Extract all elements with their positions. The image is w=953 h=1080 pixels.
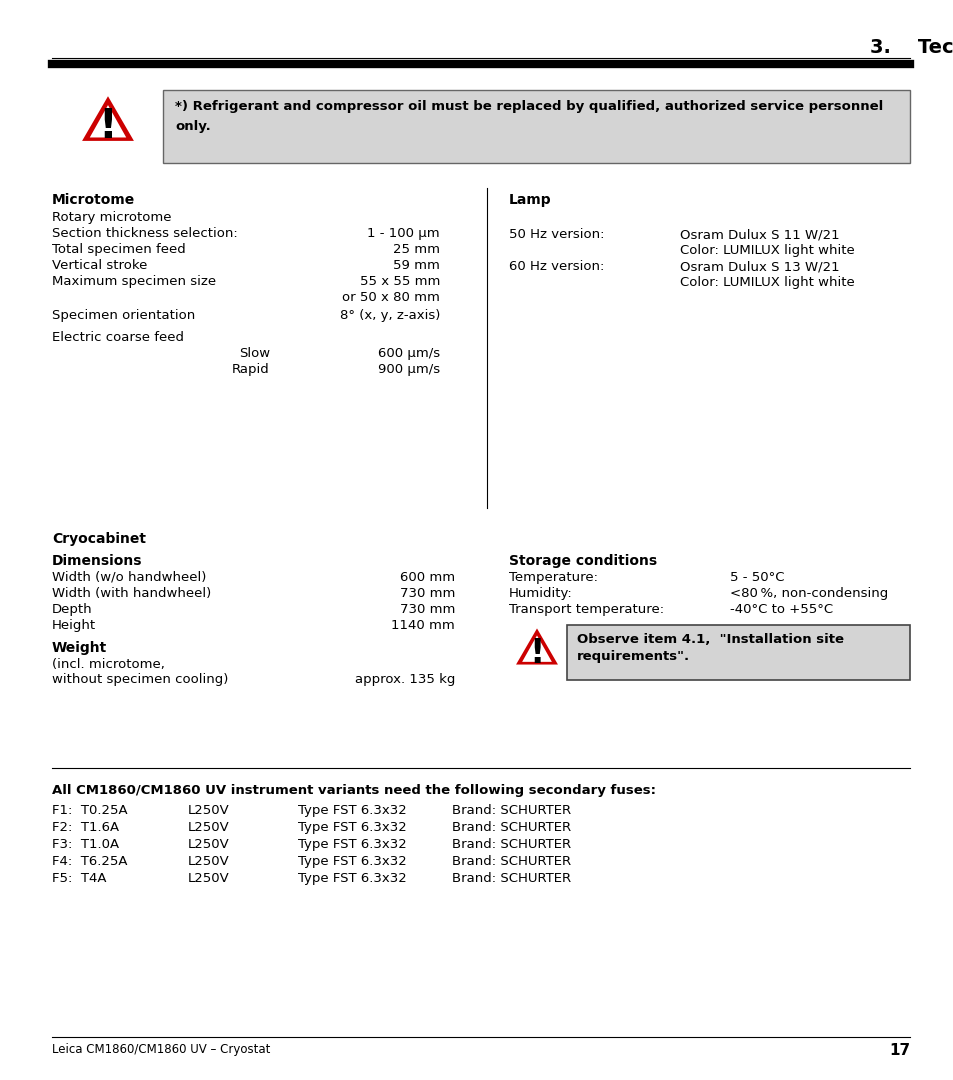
Text: Electric coarse feed: Electric coarse feed <box>52 330 184 345</box>
Text: 17: 17 <box>888 1043 909 1058</box>
FancyBboxPatch shape <box>163 90 909 163</box>
Text: L250V: L250V <box>188 838 230 851</box>
Text: *) Refrigerant and compressor oil must be replaced by qualified, authorized serv: *) Refrigerant and compressor oil must b… <box>174 100 882 113</box>
Text: Osram Dulux S 11 W/21: Osram Dulux S 11 W/21 <box>679 228 839 241</box>
Text: 730 mm: 730 mm <box>399 603 455 616</box>
Text: Rapid: Rapid <box>232 363 270 376</box>
Text: Osram Dulux S 13 W/21: Osram Dulux S 13 W/21 <box>679 260 839 273</box>
Text: F5:  T4A: F5: T4A <box>52 872 107 885</box>
Text: 8° (x, y, z-axis): 8° (x, y, z-axis) <box>339 309 439 322</box>
Text: Total specimen feed: Total specimen feed <box>52 243 186 256</box>
Text: Dimensions: Dimensions <box>52 554 142 568</box>
Text: approx. 135 kg: approx. 135 kg <box>355 673 455 686</box>
Text: 60 Hz version:: 60 Hz version: <box>509 260 604 273</box>
Text: 600 μm/s: 600 μm/s <box>377 347 439 360</box>
Text: Depth: Depth <box>52 603 92 616</box>
Text: 55 x 55 mm: 55 x 55 mm <box>359 275 439 288</box>
Text: Type FST 6.3x32: Type FST 6.3x32 <box>297 821 406 834</box>
Text: Color: LUMILUX light white: Color: LUMILUX light white <box>679 276 854 289</box>
Text: Leica CM1860/CM1860 UV – Cryostat: Leica CM1860/CM1860 UV – Cryostat <box>52 1043 270 1056</box>
Text: 5 - 50°C: 5 - 50°C <box>729 571 783 584</box>
Text: !: ! <box>98 107 117 147</box>
Text: Cryocabinet: Cryocabinet <box>52 532 146 546</box>
Text: Type FST 6.3x32: Type FST 6.3x32 <box>297 804 406 816</box>
Text: Slow: Slow <box>238 347 270 360</box>
Text: Rotary microtome: Rotary microtome <box>52 211 172 224</box>
Text: L250V: L250V <box>188 821 230 834</box>
Text: Vertical stroke: Vertical stroke <box>52 259 147 272</box>
Text: 1 - 100 μm: 1 - 100 μm <box>367 227 439 240</box>
Text: Height: Height <box>52 619 96 632</box>
Text: Type FST 6.3x32: Type FST 6.3x32 <box>297 855 406 868</box>
Text: Brand: SCHURTER: Brand: SCHURTER <box>452 821 571 834</box>
Text: Brand: SCHURTER: Brand: SCHURTER <box>452 855 571 868</box>
Text: 900 μm/s: 900 μm/s <box>377 363 439 376</box>
Text: 730 mm: 730 mm <box>399 588 455 600</box>
Polygon shape <box>85 99 132 139</box>
Text: Brand: SCHURTER: Brand: SCHURTER <box>452 838 571 851</box>
Text: F3:  T1.0A: F3: T1.0A <box>52 838 119 851</box>
Text: <80 %, non-condensing: <80 %, non-condensing <box>729 588 887 600</box>
Text: requirements".: requirements". <box>577 650 689 663</box>
Text: 50 Hz version:: 50 Hz version: <box>509 228 604 241</box>
Polygon shape <box>517 631 556 663</box>
Text: 59 mm: 59 mm <box>393 259 439 272</box>
Text: 1140 mm: 1140 mm <box>391 619 455 632</box>
Text: -40°C to +55°C: -40°C to +55°C <box>729 603 832 616</box>
Text: Humidity:: Humidity: <box>509 588 572 600</box>
FancyBboxPatch shape <box>566 625 909 680</box>
Text: or 50 x 80 mm: or 50 x 80 mm <box>342 291 439 303</box>
Text: Section thickness selection:: Section thickness selection: <box>52 227 237 240</box>
Text: Transport temperature:: Transport temperature: <box>509 603 663 616</box>
Text: L250V: L250V <box>188 855 230 868</box>
Text: All CM1860/CM1860 UV instrument variants need the following secondary fuses:: All CM1860/CM1860 UV instrument variants… <box>52 784 656 797</box>
Text: Lamp: Lamp <box>509 193 551 207</box>
Text: Observe item 4.1,  "Installation site: Observe item 4.1, "Installation site <box>577 633 843 646</box>
Text: Color: LUMILUX light white: Color: LUMILUX light white <box>679 244 854 257</box>
Text: without specimen cooling): without specimen cooling) <box>52 673 228 686</box>
Text: 25 mm: 25 mm <box>393 243 439 256</box>
Text: F2:  T1.6A: F2: T1.6A <box>52 821 119 834</box>
Text: Brand: SCHURTER: Brand: SCHURTER <box>452 804 571 816</box>
Polygon shape <box>90 105 126 137</box>
Text: Microtome: Microtome <box>52 193 135 207</box>
Text: Weight: Weight <box>52 642 107 654</box>
Text: L250V: L250V <box>188 872 230 885</box>
Text: 3.    Technical Data: 3. Technical Data <box>869 38 953 57</box>
Text: Type FST 6.3x32: Type FST 6.3x32 <box>297 872 406 885</box>
Text: Width (with handwheel): Width (with handwheel) <box>52 588 211 600</box>
Text: 600 mm: 600 mm <box>399 571 455 584</box>
Text: F4:  T6.25A: F4: T6.25A <box>52 855 128 868</box>
Text: L250V: L250V <box>188 804 230 816</box>
Text: !: ! <box>529 637 544 670</box>
Text: F1:  T0.25A: F1: T0.25A <box>52 804 128 816</box>
Text: Type FST 6.3x32: Type FST 6.3x32 <box>297 838 406 851</box>
Text: Maximum specimen size: Maximum specimen size <box>52 275 216 288</box>
Text: (incl. microtome,: (incl. microtome, <box>52 658 165 671</box>
Text: Specimen orientation: Specimen orientation <box>52 309 195 322</box>
Polygon shape <box>521 635 551 662</box>
Text: Temperature:: Temperature: <box>509 571 598 584</box>
Text: Storage conditions: Storage conditions <box>509 554 657 568</box>
Text: Brand: SCHURTER: Brand: SCHURTER <box>452 872 571 885</box>
Text: only.: only. <box>174 120 211 133</box>
Text: Width (w/o handwheel): Width (w/o handwheel) <box>52 571 206 584</box>
